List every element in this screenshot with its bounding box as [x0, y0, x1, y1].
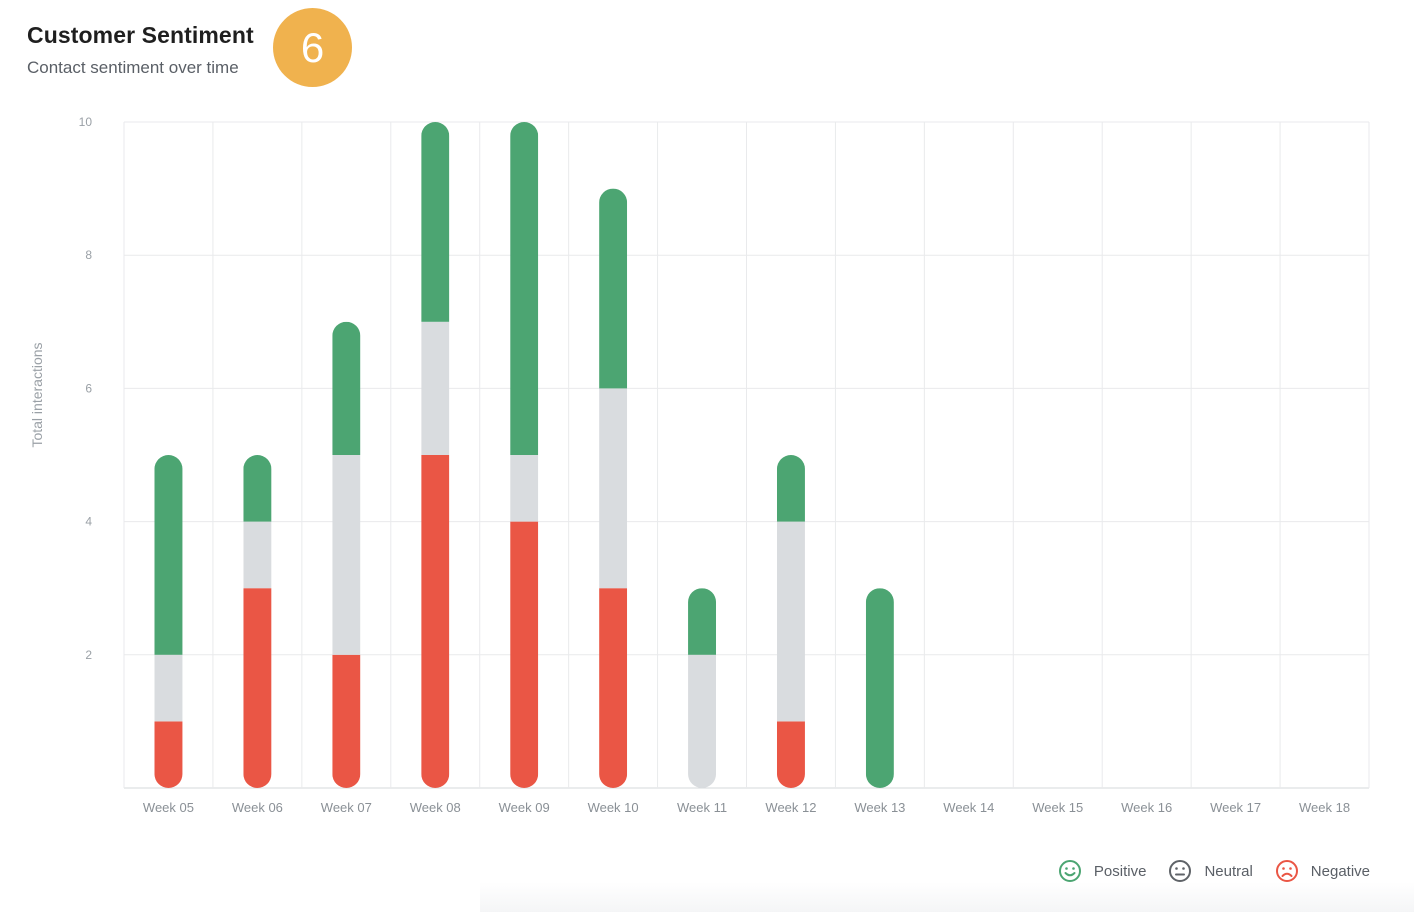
x-tick-label: Week 07 — [321, 800, 372, 815]
x-tick-label: Week 14 — [943, 800, 994, 815]
bar-stack[interactable] — [154, 455, 183, 788]
chart-subtitle: Contact sentiment over time — [27, 58, 239, 77]
bar-segment-neutral[interactable] — [510, 455, 539, 522]
legend-label-positive: Positive — [1093, 862, 1147, 880]
x-tick-label: Week 15 — [1032, 800, 1083, 815]
bar-segment-positive[interactable] — [332, 321, 361, 455]
x-tick-label: Week 16 — [1121, 800, 1172, 815]
bar-segment-positive[interactable] — [599, 188, 628, 389]
bar-segment-negative[interactable] — [332, 654, 361, 788]
bar-segment-neutral[interactable] — [154, 654, 183, 722]
bar-segment-positive[interactable] — [243, 455, 272, 522]
bar-segment-negative[interactable] — [154, 721, 183, 788]
bar-segment-neutral[interactable] — [688, 654, 717, 788]
smile-icon — [1058, 860, 1081, 882]
x-tick-label: Week 12 — [765, 800, 816, 815]
step-badge: 6 — [273, 8, 352, 87]
bar-segment-positive[interactable] — [776, 455, 805, 522]
bar-stack[interactable] — [421, 122, 450, 788]
y-tick-label: 8 — [85, 248, 92, 262]
x-tick-label: Week 10 — [588, 800, 639, 815]
bar-stack[interactable] — [332, 321, 361, 788]
legend: Positive Neutral Negative — [1058, 859, 1370, 883]
bar-stack[interactable] — [776, 455, 805, 788]
x-tick-label: Week 13 — [854, 800, 905, 815]
bar-stack[interactable] — [865, 588, 894, 788]
y-tick-layer: 2 4 6 8 10 — [79, 115, 93, 662]
bar-segment-negative[interactable] — [243, 588, 272, 788]
legend-item-neutral[interactable]: Neutral — [1168, 859, 1253, 883]
x-tick-label: Week 11 — [677, 800, 727, 815]
bar-segment-positive[interactable] — [688, 588, 717, 655]
legend-item-positive[interactable]: Positive — [1058, 859, 1147, 883]
x-tick-layer: Week 05 Week 06 Week 07 Week 08 Week 09 Week … — [143, 800, 1350, 815]
bar-segment-negative[interactable] — [510, 521, 539, 788]
bar-segment-neutral[interactable] — [243, 521, 272, 589]
bar-stack[interactable] — [510, 122, 539, 788]
bottom-shade — [480, 882, 1414, 912]
bar-layer — [154, 122, 894, 788]
x-tick-label: Week 18 — [1299, 800, 1350, 815]
bar-stack[interactable] — [243, 455, 272, 788]
x-tick-label: Week 09 — [499, 800, 550, 815]
bar-stack[interactable] — [599, 188, 628, 788]
frown-icon — [1275, 860, 1298, 882]
chart-title: Customer Sentiment — [27, 22, 254, 48]
legend-item-negative[interactable]: Negative — [1275, 859, 1370, 883]
x-tick-label: Week 17 — [1210, 800, 1261, 815]
bar-segment-positive[interactable] — [154, 455, 183, 655]
bar-segment-negative[interactable] — [776, 721, 805, 788]
bar-segment-negative[interactable] — [421, 455, 450, 788]
bar-segment-positive[interactable] — [421, 122, 450, 322]
y-tick-label: 4 — [85, 515, 92, 529]
y-tick-label: 10 — [79, 115, 93, 129]
legend-label-negative: Negative — [1310, 862, 1370, 880]
neutral-face-icon — [1169, 860, 1192, 882]
x-tick-label: Week 06 — [232, 800, 283, 815]
x-tick-label: Week 05 — [143, 800, 194, 815]
grid-layer — [123, 121, 1370, 789]
bar-segment-neutral[interactable] — [421, 321, 450, 455]
bar-segment-neutral[interactable] — [332, 455, 361, 655]
bar-segment-negative[interactable] — [599, 588, 628, 788]
bar-stack[interactable] — [688, 588, 717, 788]
bar-segment-positive[interactable] — [510, 122, 539, 455]
bar-segment-neutral[interactable] — [776, 521, 805, 722]
bar-segment-positive[interactable] — [865, 588, 894, 788]
legend-label-neutral: Neutral — [1204, 862, 1253, 880]
bar-segment-neutral[interactable] — [599, 388, 628, 589]
x-tick-label: Week 08 — [410, 800, 461, 815]
y-tick-label: 6 — [85, 381, 92, 395]
y-tick-label: 2 — [85, 648, 92, 662]
